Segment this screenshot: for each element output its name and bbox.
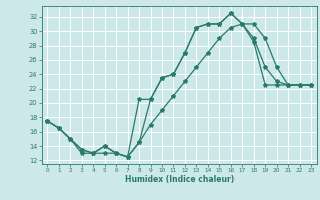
X-axis label: Humidex (Indice chaleur): Humidex (Indice chaleur)	[124, 175, 234, 184]
